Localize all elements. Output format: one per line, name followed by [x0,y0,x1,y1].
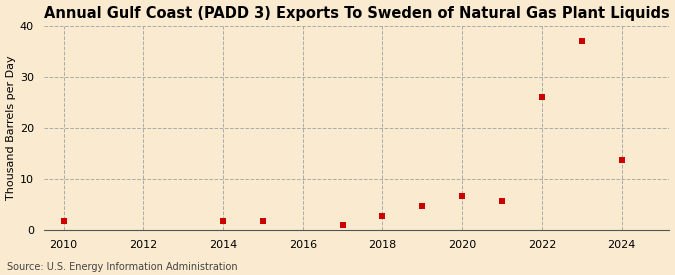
Point [497,199,508,203]
Point [217,219,228,224]
Point [58,219,69,224]
Point [457,194,468,198]
Point [417,204,428,208]
Y-axis label: Thousand Barrels per Day: Thousand Barrels per Day [5,56,16,200]
Point [377,214,388,218]
Point [576,39,587,43]
Point [257,219,268,223]
Text: Source: U.S. Energy Information Administration: Source: U.S. Energy Information Administ… [7,262,238,272]
Point [616,158,627,162]
Point [537,95,547,100]
Point [337,223,348,227]
Title: Annual Gulf Coast (PADD 3) Exports To Sweden of Natural Gas Plant Liquids: Annual Gulf Coast (PADD 3) Exports To Sw… [44,6,670,21]
